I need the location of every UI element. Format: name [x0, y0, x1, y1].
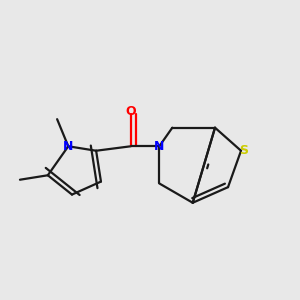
Text: S: S — [239, 144, 248, 157]
Text: N: N — [63, 140, 74, 153]
Text: N: N — [154, 140, 164, 153]
Text: O: O — [125, 105, 136, 118]
